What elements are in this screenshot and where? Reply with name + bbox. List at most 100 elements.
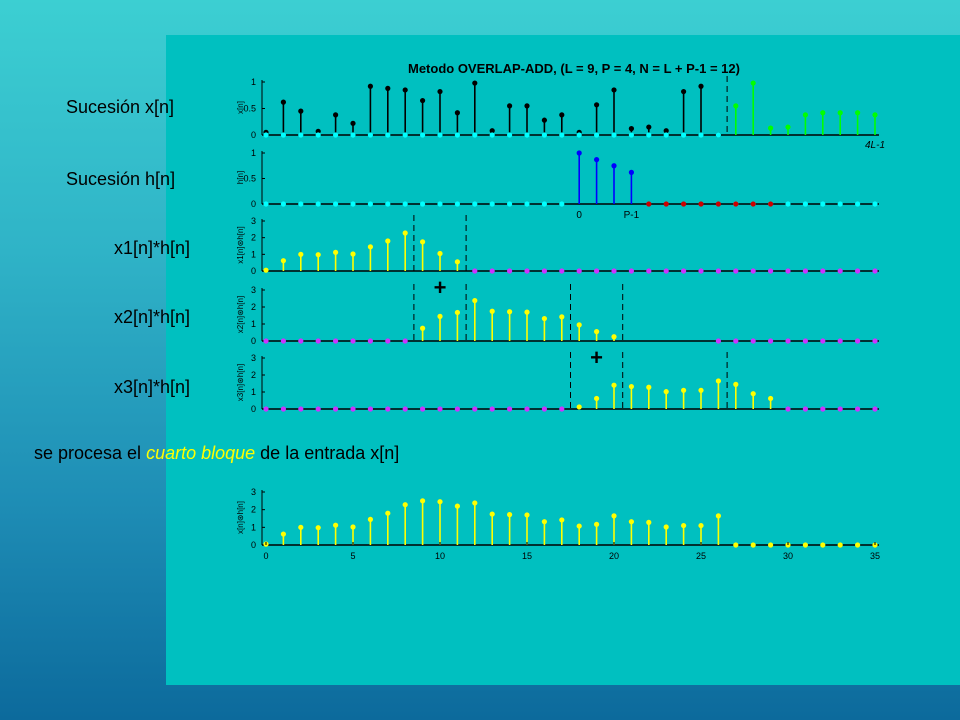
stem-point	[837, 268, 843, 274]
stem-point	[402, 230, 408, 236]
stem-point	[385, 510, 391, 516]
stem-point	[611, 132, 617, 138]
y-tick-label: 0	[251, 336, 256, 346]
stem-point	[385, 406, 391, 412]
stem-point	[663, 128, 669, 134]
stem-point	[785, 268, 791, 274]
x-tick-label: 5	[350, 551, 355, 561]
plus-sign: +	[434, 275, 447, 300]
stem-point	[385, 85, 391, 91]
chart-title: Metodo OVERLAP-ADD, (L = 9, P = 4, N = L…	[408, 61, 740, 76]
stem-point	[541, 117, 548, 123]
y-tick-label: 3	[251, 353, 256, 363]
stem-point	[837, 542, 843, 548]
stem-point	[507, 268, 513, 274]
stem-point	[559, 314, 565, 320]
stem-point	[715, 132, 722, 138]
stem-point	[681, 387, 687, 393]
x-tick-label: 15	[522, 551, 532, 561]
stem-point	[750, 268, 756, 274]
stem-point	[298, 338, 304, 344]
stem-point	[715, 201, 722, 207]
stem-point	[489, 132, 495, 138]
y-tick-label: 2	[251, 505, 256, 515]
annotation-4L-1: 4L-1	[865, 140, 885, 151]
stem-point	[367, 516, 373, 522]
stem-point	[315, 132, 321, 138]
y-tick-label: 0	[251, 266, 256, 276]
stem-point	[367, 338, 373, 344]
stem-point	[594, 395, 600, 402]
stem-point	[489, 406, 495, 412]
stem-point	[594, 157, 600, 163]
stem-point	[611, 268, 617, 274]
stem-point	[820, 542, 826, 548]
stem-point	[420, 325, 426, 331]
label-conv-2: x2[n]*h[n]	[114, 307, 191, 327]
processing-note: se procesa el cuarto bloque de la entrad…	[34, 443, 400, 463]
stem-point	[611, 382, 617, 388]
plus-sign: +	[590, 345, 603, 370]
x-tick-label: 25	[696, 551, 706, 561]
stem-point	[768, 338, 774, 344]
stem-point	[333, 522, 339, 528]
plot-3: 0 1 2 3 x1[n]⊛h[n] +	[236, 215, 879, 300]
stem-point	[872, 338, 878, 344]
stem-point	[454, 309, 460, 316]
y-tick-label: 1	[251, 77, 256, 87]
stem-point	[298, 251, 304, 257]
y-tick-label: 3	[251, 487, 256, 497]
stem-point	[611, 334, 617, 340]
stem-point	[820, 406, 826, 412]
y-axis-label: x[n]	[236, 101, 245, 114]
stem-point	[298, 201, 304, 207]
stem-point	[594, 329, 600, 335]
stem-point	[715, 513, 722, 519]
y-tick-label: 0.5	[243, 104, 256, 114]
stem-point	[489, 511, 495, 517]
stem-point	[663, 268, 669, 274]
stem-point	[507, 132, 513, 138]
stem-point	[872, 268, 878, 274]
plot-4: 0 1 2 3 x2[n]⊛h[n] +	[236, 284, 879, 370]
stem-point	[280, 406, 286, 412]
stem-point	[750, 338, 756, 344]
stem-point	[420, 239, 426, 245]
plot-6: 0 1 2 3 x[n]⊛h[n] 0 5 10 15 20 25 30 35	[236, 487, 880, 561]
stem-point	[576, 404, 582, 410]
y-tick-label: 2	[251, 370, 256, 380]
y-axis-label: h[n]	[236, 171, 245, 184]
stem-point	[698, 201, 704, 207]
stem-point	[733, 381, 739, 387]
stem-point	[802, 542, 809, 548]
stem-point	[646, 384, 652, 390]
stem-point	[333, 338, 339, 344]
stem-point	[280, 338, 286, 344]
stem-point	[367, 406, 373, 412]
stem-point	[576, 322, 582, 328]
stem-point	[820, 201, 826, 207]
stem-point	[541, 268, 548, 274]
stem-point	[385, 238, 391, 244]
x-tick-label: 30	[783, 551, 793, 561]
stem-point	[280, 531, 286, 537]
stem-point	[837, 110, 843, 116]
stem-point	[750, 201, 756, 207]
stem-point	[628, 169, 635, 175]
stem-point	[333, 406, 339, 412]
stem-point	[420, 97, 426, 104]
stem-point	[855, 268, 861, 274]
stem-point	[367, 201, 373, 207]
stem-point	[507, 512, 513, 518]
stem-point	[402, 502, 408, 508]
stem-point	[507, 103, 513, 109]
stem-point	[855, 338, 861, 344]
stem-point	[280, 258, 286, 264]
stem-point	[333, 112, 339, 118]
y-tick-label: 0	[251, 199, 256, 209]
stem-point	[472, 268, 478, 274]
y-axis-label: x3[n]⊛h[n]	[236, 364, 245, 401]
stem-point	[802, 112, 809, 118]
stem-point	[698, 522, 704, 529]
stem-point	[489, 201, 495, 207]
